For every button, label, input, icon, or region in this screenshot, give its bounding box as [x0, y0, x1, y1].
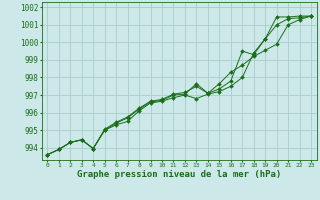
- X-axis label: Graphe pression niveau de la mer (hPa): Graphe pression niveau de la mer (hPa): [77, 170, 281, 179]
